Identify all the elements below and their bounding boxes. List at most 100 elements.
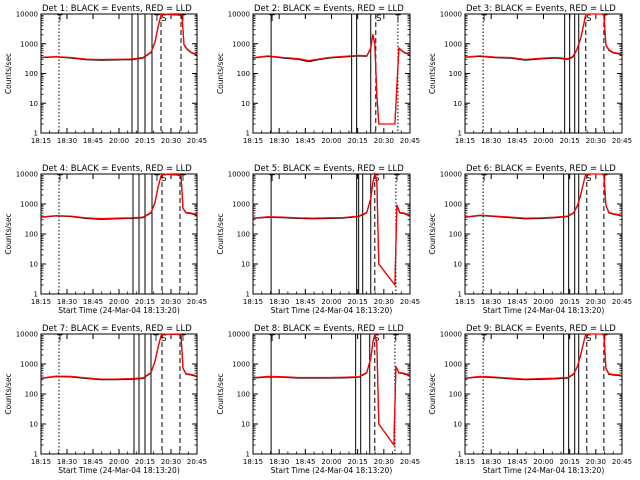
x-tick-label: 20:00 [109,137,129,145]
x-axis-label: Start Time (24-Mar-04 18:13:20) [58,466,180,475]
panel-title: Det 3: BLACK = Events, RED = LLD [466,4,616,14]
y-tick-label: 10000 [228,171,250,179]
y-tick-label: 1 [458,130,462,138]
y-tick-label: 1 [246,451,250,459]
x-tick-label: 20:45 [400,137,420,145]
x-tick-label: 20:15 [135,458,155,466]
x-tick-label: 18:15 [31,458,51,466]
x-tick-label: 20:15 [135,137,155,145]
x-tick-label: 20:00 [321,458,341,466]
x-tick-label: 18:45 [507,137,527,145]
x-tick-label: 20:15 [348,137,368,145]
plot-frame [40,333,198,455]
flag-label-t: T [393,174,400,184]
y-tick-label: 10 [29,100,38,108]
x-axis-label: Start Time (24-Mar-04 18:13:20) [271,466,393,475]
x-tick-label: 20:30 [374,298,394,306]
x-tick-label: 20:15 [560,298,580,306]
panel-det-1: Det 1: BLACK = Events, RED = LLD 1 10 100 10… [4,4,207,145]
flag-label-s: S [161,334,166,344]
x-tick-label: 18:15 [243,298,263,306]
y-tick-label: 1000 [20,361,38,369]
y-tick-label: 100 [237,70,250,78]
series-events [252,171,411,287]
x-tick-label: 20:00 [533,298,553,306]
x-tick-label: 20:30 [161,298,181,306]
x-tick-label: 18:30 [269,298,289,306]
x-tick-label: 20:45 [612,137,632,145]
x-tick-label: 18:30 [481,298,501,306]
y-tick-label: 100 [237,231,250,239]
x-tick-label: 18:30 [269,137,289,145]
y-tick-label: 100 [449,391,462,399]
y-axis-label: Counts/sec [428,213,437,254]
x-tick-label: 18:15 [31,298,51,306]
series-lld [464,13,623,61]
series-events [464,333,623,381]
x-tick-label: 20:00 [109,298,129,306]
y-tick-label: 1000 [444,40,462,48]
panel-title: Det 5: BLACK = Events, RED = LLD [254,164,404,174]
x-tick-label: 20:45 [400,298,420,306]
panel-title: Det 6: BLACK = Events, RED = LLD [466,164,616,174]
y-tick-label: 1000 [444,201,462,209]
x-tick-label: 20:30 [161,458,181,466]
panel-det-2: Det 2: BLACK = Events, RED = LLD 1 10 100 10… [216,4,420,145]
x-tick-label: 20:15 [135,298,155,306]
flag-label-t: T [153,174,160,184]
x-tick-label: 20:15 [348,298,368,306]
y-axis-label: Counts/sec [428,373,437,414]
x-tick-label: 20:30 [161,137,181,145]
flag-label-t: T [481,174,488,184]
y-tick-label: 1 [458,291,462,299]
y-axis-label: Counts/sec [216,373,225,414]
y-tick-label: 10 [453,100,462,108]
y-tick-label: 1000 [232,201,250,209]
series-events [40,13,198,61]
series-lld [464,173,623,219]
flag-label-t: T [153,14,160,24]
flag-label-t: T [394,14,401,24]
y-tick-label: 10000 [16,171,38,179]
x-tick-label: 18:15 [455,458,475,466]
y-axis-label: Counts/sec [4,53,13,94]
y-tick-label: 100 [25,70,38,78]
plot-frame [252,173,411,295]
y-tick-label: 100 [25,231,38,239]
y-tick-label: 1 [34,130,38,138]
x-tick-label: 20:30 [586,137,606,145]
series-lld [252,171,411,287]
x-tick-label: 18:15 [243,458,263,466]
flag-label-t: T [269,14,276,24]
x-tick-label: 18:45 [295,458,315,466]
series-events [252,34,411,125]
flag-label-s: S [586,174,591,184]
plot-frame [464,173,623,295]
y-tick-label: 100 [25,391,38,399]
series-events [252,333,411,447]
x-tick-label: 20:00 [109,458,129,466]
panel-title: Det 7: BLACK = Events, RED = LLD [42,324,192,334]
x-tick-label: 18:30 [57,458,77,466]
y-tick-label: 1000 [232,40,250,48]
panel-det-5: Det 5: BLACK = Events, RED = LLD 1 10 100 10… [216,164,420,315]
x-axis-label: Start Time (24-Mar-04 18:13:20) [58,306,180,315]
series-lld [464,333,623,380]
y-axis-label: Counts/sec [216,53,225,94]
x-tick-label: 18:45 [83,137,103,145]
x-tick-label: 18:15 [243,137,263,145]
x-tick-label: 20:00 [533,458,553,466]
panel-title: Det 8: BLACK = Events, RED = LLD [254,324,404,334]
y-axis-label: Counts/sec [4,373,13,414]
plot-frame [464,333,623,455]
panel-title: Det 2: BLACK = Events, RED = LLD [254,4,404,14]
flag-label-t: T [481,14,488,24]
y-tick-label: 10 [29,261,38,269]
x-axis-label: Start Time (24-Mar-04 18:13:20) [271,306,393,315]
flag-label-t: T [269,334,276,344]
x-tick-label: 20:15 [560,458,580,466]
x-tick-label: 18:45 [83,458,103,466]
y-tick-label: 10000 [440,331,462,339]
y-tick-label: 10 [241,261,250,269]
